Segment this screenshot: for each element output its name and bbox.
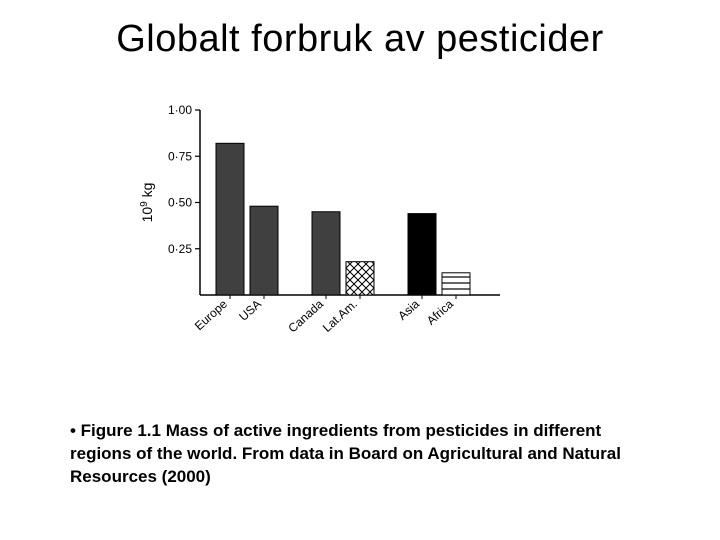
svg-text:0·25: 0·25 [168,242,192,256]
figure-caption: • Figure 1.1 Mass of active ingredients … [70,420,660,489]
svg-text:0·75: 0·75 [168,149,192,163]
svg-text:0·50: 0·50 [168,196,192,210]
chart-svg: 0·25 0·50 0·75 1·00 109 kg EuropeUSA CanadaLat… [130,100,530,370]
slide: Globalt forbruk av pesticider 0·250·500·… [0,0,720,540]
x-label: USA [236,297,264,324]
bar [408,214,436,295]
x-label: Africa [424,297,456,328]
svg-text:109 kg: 109 kg [139,183,156,223]
x-label: Lat.Am. [320,297,360,335]
bar [312,212,340,295]
bar [442,273,470,295]
pesticide-bar-chart: 0·25 0·50 0·75 1·00 109 kg EuropeUSA CanadaLat… [130,100,530,370]
x-label: Asia [395,297,422,323]
svg-text:1·00: 1·00 [168,103,192,117]
x-label: Canada [285,297,326,336]
page-title: Globalt forbruk av pesticider [0,18,720,61]
bar [346,262,374,295]
bar [250,206,278,295]
bar [216,143,244,295]
x-label: Europe [192,297,230,334]
